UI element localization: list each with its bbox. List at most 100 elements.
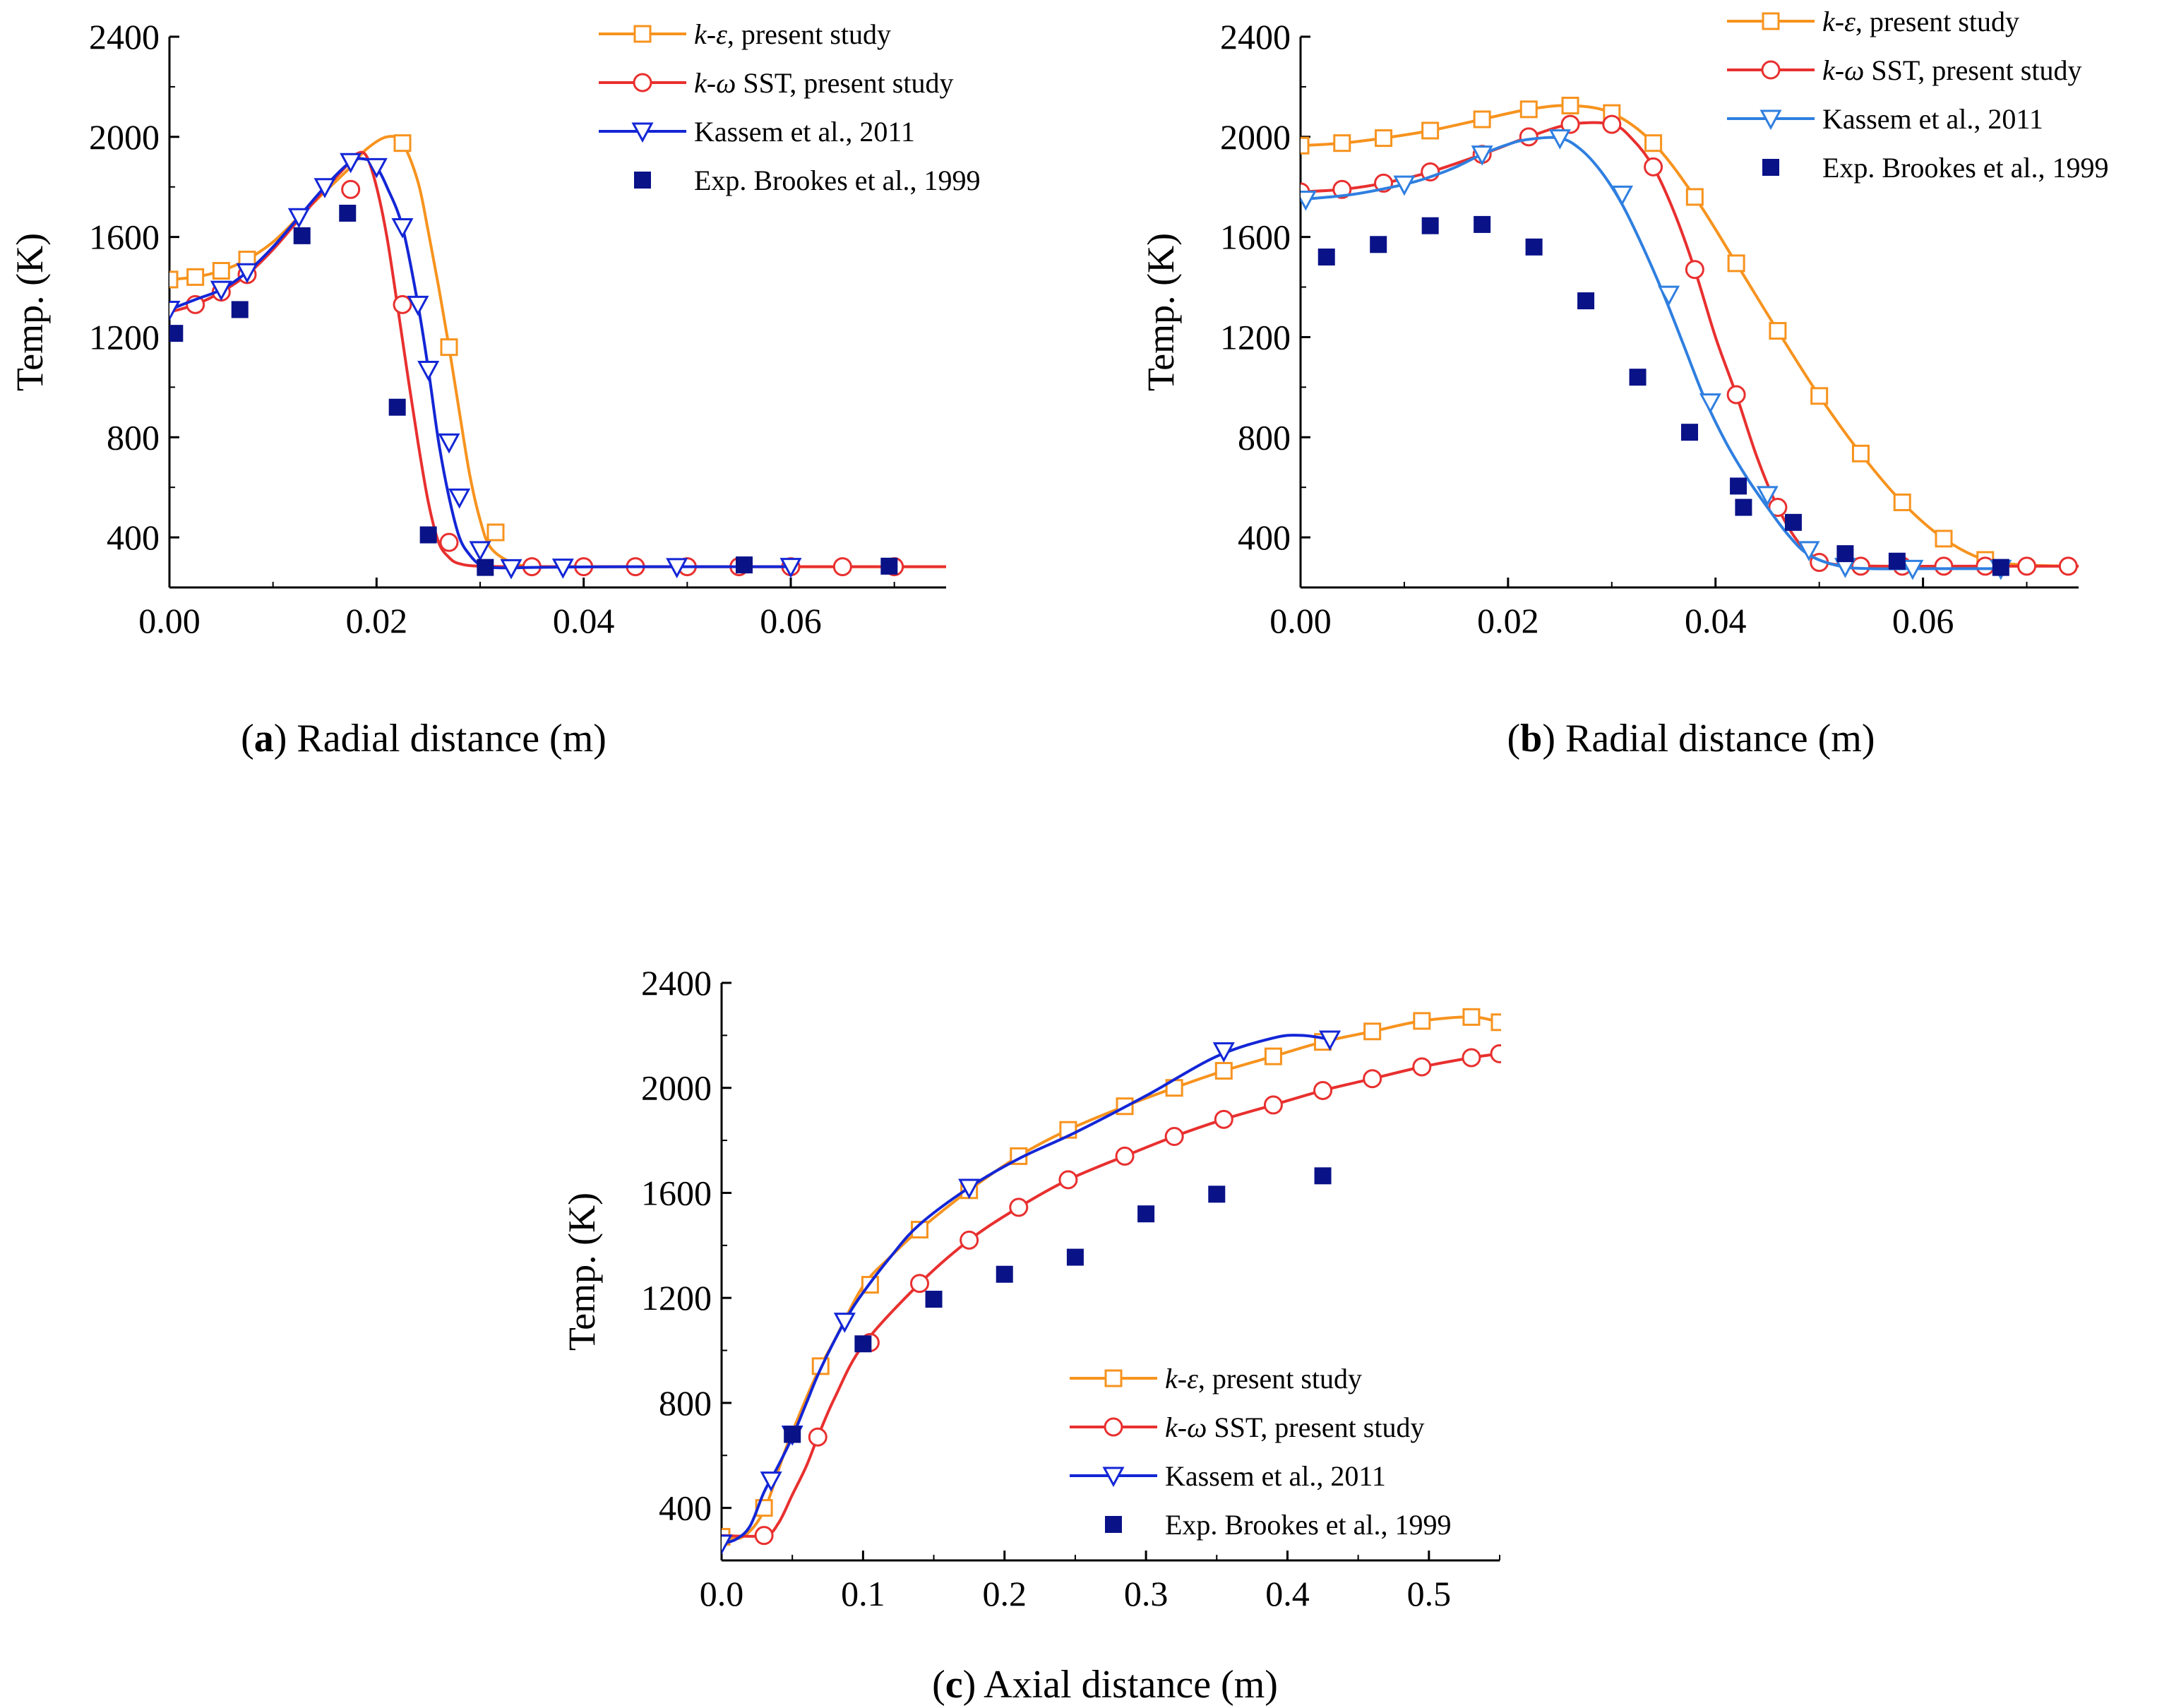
data-point xyxy=(911,1221,929,1239)
data-point xyxy=(1730,477,1747,495)
series-square xyxy=(169,134,946,568)
data-point xyxy=(1611,185,1634,206)
data-point xyxy=(1363,1069,1382,1089)
x-tick-label: 0.00 xyxy=(138,601,201,640)
y-axis-title: Temp. (K) xyxy=(1140,233,1182,391)
data-point xyxy=(469,541,491,561)
legend-marker xyxy=(1759,109,1782,131)
y-tick-label: 1600 xyxy=(89,217,160,257)
caption-b-text: Radial distance (m) xyxy=(1565,717,1875,760)
data-point xyxy=(1681,424,1698,441)
legend-label: k-ω SST, present study xyxy=(1822,54,2081,86)
data-point xyxy=(760,1471,782,1492)
data-point xyxy=(1370,236,1387,253)
data-point xyxy=(1317,249,1335,265)
caption-a-text: Radial distance (m) xyxy=(297,717,607,760)
data-point xyxy=(210,280,232,301)
data-point xyxy=(1727,254,1745,273)
data-point xyxy=(1393,175,1416,196)
x-tick-label: 0.3 xyxy=(1124,1574,1169,1613)
data-point xyxy=(1519,127,1538,147)
data-point xyxy=(1058,1170,1078,1190)
data-point xyxy=(438,433,460,454)
legend-marker xyxy=(1762,12,1780,30)
y-tick-label: 1200 xyxy=(1220,317,1291,357)
data-point xyxy=(1421,121,1440,140)
data-point xyxy=(1560,114,1580,134)
y-tick-label: 2400 xyxy=(89,17,160,56)
legend-label: Kassem et al., 2011 xyxy=(1165,1460,1386,1492)
data-point xyxy=(1644,157,1663,177)
series-triangle xyxy=(1301,129,2012,580)
data-point xyxy=(500,559,522,580)
legend-label: k-ω SST, present study xyxy=(694,67,953,99)
data-point xyxy=(1756,486,1779,506)
series-line xyxy=(169,150,946,568)
x-tick-label: 0.2 xyxy=(982,1574,1027,1613)
series-line xyxy=(169,135,946,568)
panel-b-chart: 400 800 1200 1600 2000 2400 0.00 0.02 0.04 0.06 Te… xyxy=(1140,6,2109,640)
x-tick-label: 0.06 xyxy=(1892,601,1954,640)
series-filled-square xyxy=(169,204,898,576)
legend-marker xyxy=(1105,1516,1122,1533)
data-point xyxy=(1319,1030,1342,1051)
data-point xyxy=(1115,1146,1135,1166)
data-point xyxy=(1735,498,1752,516)
data-point xyxy=(1644,134,1663,153)
legend-marker xyxy=(1102,1467,1125,1488)
data-point xyxy=(1810,387,1829,405)
x-tick-label: 0.02 xyxy=(346,601,408,640)
legend-label: k-ω SST, present study xyxy=(1165,1411,1424,1443)
legend-label: Kassem et al., 2011 xyxy=(1822,103,2043,135)
data-point xyxy=(1412,1057,1432,1077)
data-point xyxy=(1577,292,1595,310)
y-tick-label: 1200 xyxy=(641,1278,712,1318)
x-tick-label: 0.06 xyxy=(760,601,822,640)
data-point xyxy=(1462,1008,1481,1026)
legend: k-ε, present study k-ω SST, present study… xyxy=(599,18,981,196)
y-tick-label: 800 xyxy=(1238,417,1291,457)
legend: k-ε, present study k-ω SST, present study… xyxy=(1070,1363,1452,1541)
caption-c: (c) Axial distance (m) xyxy=(932,1663,1278,1707)
legend-marker xyxy=(1762,159,1779,176)
data-point xyxy=(1836,545,1854,563)
data-point xyxy=(1784,513,1802,531)
data-point xyxy=(341,179,361,199)
data-point xyxy=(833,1313,856,1333)
data-point xyxy=(440,338,458,357)
data-point xyxy=(1333,134,1351,153)
data-point xyxy=(1901,559,1924,580)
data-point xyxy=(925,1291,943,1308)
legend-marker xyxy=(631,122,654,143)
data-point xyxy=(169,325,184,342)
data-point xyxy=(1629,369,1647,386)
data-point xyxy=(1525,238,1543,256)
data-point xyxy=(1474,215,1491,233)
series-circle xyxy=(169,150,946,577)
legend-label: k-ε, present study xyxy=(1165,1363,1362,1395)
data-point xyxy=(960,1230,979,1250)
series-triangle xyxy=(169,153,802,580)
data-point xyxy=(779,558,802,578)
y-tick-label: 1600 xyxy=(1220,217,1291,257)
y-axis-title: Temp. (K) xyxy=(561,1193,603,1351)
legend-label: Exp. Brookes et al., 1999 xyxy=(1822,152,2109,184)
x-tick-label: 0.0 xyxy=(700,1574,744,1613)
data-point xyxy=(236,263,258,284)
y-tick-label: 2000 xyxy=(641,1068,712,1108)
data-point xyxy=(169,270,179,289)
data-point xyxy=(1699,393,1721,414)
legend: k-ε, present study k-ω SST, present study… xyxy=(1727,6,2109,184)
data-point xyxy=(1301,190,1317,211)
legend-label: Exp. Brookes et al., 1999 xyxy=(1165,1509,1452,1541)
y-tick-label: 1200 xyxy=(89,317,160,357)
y-tick-label: 800 xyxy=(659,1383,712,1423)
data-point xyxy=(1413,1012,1431,1030)
data-point xyxy=(391,217,414,239)
data-point xyxy=(1490,1044,1501,1063)
data-point xyxy=(1313,1080,1333,1100)
data-point xyxy=(880,557,898,575)
legend-marker xyxy=(634,172,651,189)
data-point xyxy=(1212,1042,1235,1063)
